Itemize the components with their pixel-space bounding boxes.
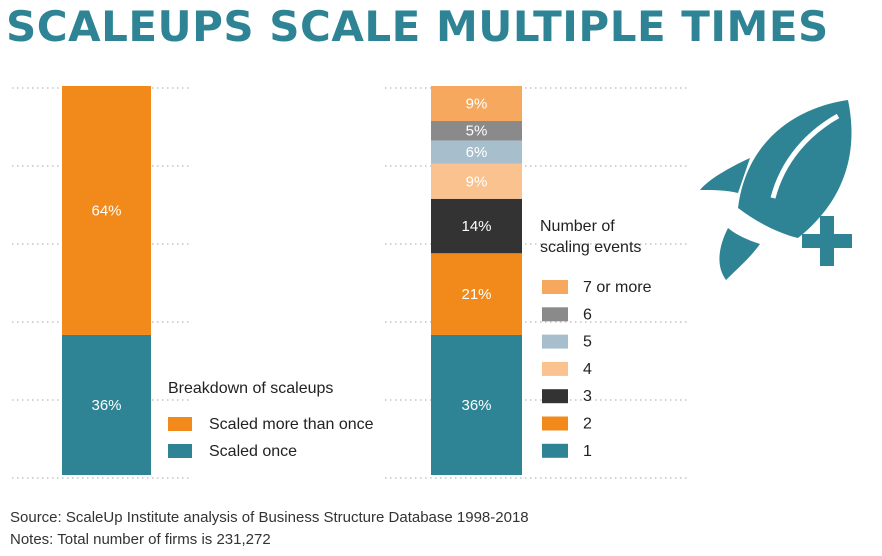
bar-segment [431, 163, 522, 199]
legend-swatch [168, 417, 192, 431]
notes: Notes: Total number of firms is 231,272 [10, 531, 271, 548]
bar-segment [431, 334, 522, 475]
legend-label: Scaled more than once [209, 416, 374, 433]
bar-segment [62, 86, 151, 335]
bar-segment [431, 121, 522, 141]
legend-label: 4 [583, 361, 592, 378]
bar-segment [431, 140, 522, 164]
bar-segment [431, 253, 522, 335]
legend-title: scaling events [540, 239, 641, 256]
chart: 36% 64% 36% 21% 14% 9% 6% 5% 9% Breakdown of scal… [12, 86, 690, 479]
legend-label: 1 [583, 443, 592, 460]
bar-segment [62, 334, 151, 475]
rocket-plus-icon [700, 100, 852, 280]
data-label: 14% [461, 218, 491, 235]
bar-segment [431, 198, 522, 254]
legend-swatch [542, 389, 568, 404]
legend-title: Number of [540, 218, 615, 235]
legend-title: Breakdown of scaleups [168, 380, 333, 397]
legend-label: 3 [583, 388, 592, 405]
data-label: 5% [466, 123, 488, 140]
legend-swatch [542, 334, 568, 349]
data-label: 9% [466, 96, 488, 113]
data-label: 9% [466, 173, 488, 190]
data-label: 36% [461, 397, 491, 414]
bar-segment [431, 86, 522, 122]
page-title: SCALEUPS SCALE MULTIPLE TIMES [6, 2, 829, 51]
data-label: 6% [466, 144, 488, 161]
legend-label: 6 [583, 306, 592, 323]
data-label: 64% [91, 202, 121, 219]
legend-swatch [168, 444, 192, 458]
legend-label: Scaled once [209, 443, 297, 460]
legend-label: 5 [583, 334, 592, 351]
source-note: Source: ScaleUp Institute analysis of Bu… [10, 509, 529, 526]
legend-swatch [542, 307, 568, 322]
legend-swatch [542, 443, 568, 458]
data-label: 21% [461, 286, 491, 303]
legend-swatch [542, 280, 568, 294]
legend-swatch [542, 361, 568, 376]
legend-label: 7 or more [583, 279, 652, 296]
legend-swatch [542, 416, 568, 431]
data-label: 36% [91, 397, 121, 414]
legend-label: 2 [583, 416, 592, 433]
